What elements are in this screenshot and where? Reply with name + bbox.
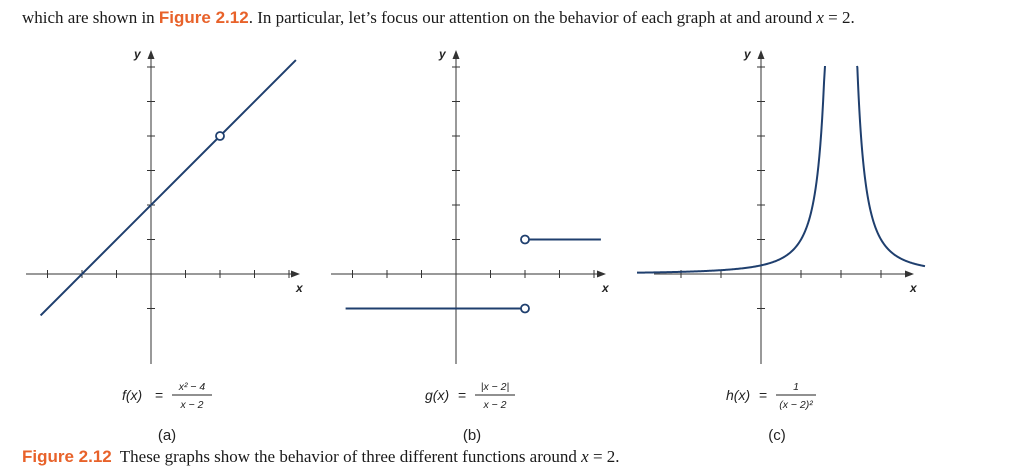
intro-before: which are shown in: [22, 8, 159, 27]
x-axis-label: x: [295, 281, 304, 295]
formula-name: g(x): [425, 387, 449, 403]
x-axis-arrow: [597, 270, 606, 278]
y-axis-label: y: [133, 47, 142, 61]
formula-numerator: 1: [793, 381, 799, 393]
formula-equals: =: [759, 387, 767, 403]
caption-text: These graphs show the behavior of three …: [119, 447, 582, 466]
x-axis-label: x: [909, 281, 918, 295]
open-point: [520, 234, 530, 245]
y-axis-label: y: [743, 47, 752, 61]
formula-numerator: |x − 2|: [481, 381, 510, 393]
caption-math-rest: = 2.: [588, 447, 620, 466]
formula-denominator: x − 2: [179, 399, 203, 411]
caption-label: Figure 2.12: [22, 447, 112, 466]
figure-caption: Figure 2.12 These graphs show the behavio…: [22, 446, 620, 468]
open-point: [215, 131, 225, 141]
y-axis-label: y: [438, 47, 447, 61]
open-point: [520, 303, 530, 314]
intro-math-rest: = 2.: [823, 8, 855, 27]
panel-label: (c): [768, 427, 786, 444]
y-axis-arrow: [757, 50, 765, 59]
formula-denominator: x − 2: [482, 399, 506, 411]
panel-label: (a): [158, 427, 176, 444]
series-line-1: [39, 59, 297, 317]
graph-panel-c: x y h(x) = 1 (x − 2)² (c): [636, 47, 926, 444]
y-axis-arrow: [147, 50, 155, 59]
formula-denominator: (x − 2)²: [779, 399, 813, 411]
x-axis-arrow: [905, 270, 914, 278]
intro-text: which are shown in Figure 2.12. In parti…: [22, 7, 855, 29]
caption-math-var: x: [581, 447, 589, 466]
x-axis-arrow: [291, 270, 300, 278]
formula-name: h(x): [726, 387, 750, 403]
formula-equals: =: [458, 387, 466, 403]
formula-name: f(x): [122, 387, 142, 403]
series-curve-2: [856, 65, 926, 268]
panel-label: (b): [463, 427, 481, 444]
series-curve-1: [636, 65, 826, 274]
x-axis-label: x: [601, 281, 610, 295]
graph-panel-b: x y g(x) = |x − 2| x − 2 (b): [331, 47, 610, 444]
intro-math-var: x: [816, 8, 824, 27]
intro-after: . In particular, let’s focus our attenti…: [248, 8, 817, 27]
formula-numerator: x² − 4: [178, 381, 206, 393]
formula-equals: =: [155, 387, 163, 403]
figure-reference-link[interactable]: Figure 2.12: [158, 8, 249, 27]
graph-panel-a: x y f(x) = x² − 4 x − 2 (a): [26, 47, 304, 444]
y-axis-arrow: [452, 50, 460, 59]
